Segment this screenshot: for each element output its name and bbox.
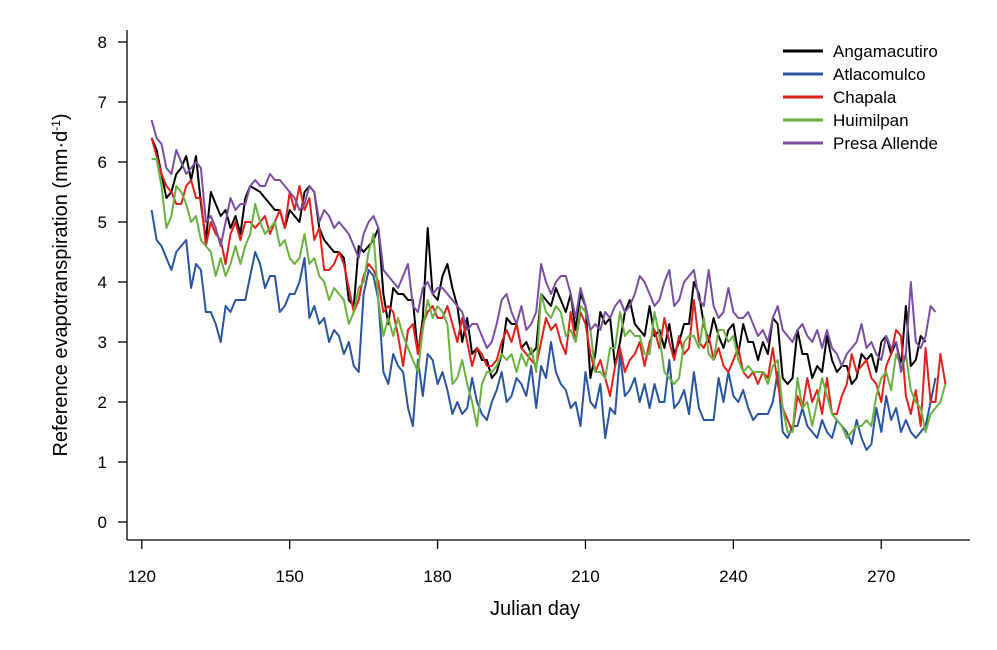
series-line-presa-allende <box>150 119 937 373</box>
y-tick-label: 7 <box>98 93 107 112</box>
y-ticks: 0 1 2 3 4 5 6 7 8 <box>98 33 127 532</box>
x-tick-label: 240 <box>719 567 747 586</box>
y-tick-label: 1 <box>98 453 107 472</box>
series-line-atlacomulco <box>150 209 937 451</box>
x-axis-label: Julian day <box>490 598 580 620</box>
y-tick-label: 5 <box>98 213 107 232</box>
legend-label: Angamacutiro <box>833 42 938 61</box>
y-axis: 0 1 2 3 4 5 6 7 8 <box>98 30 128 540</box>
legend-label: Presa Allende <box>833 134 938 153</box>
x-tick-label: 180 <box>423 567 451 586</box>
x-tick-label: 270 <box>867 567 895 586</box>
y-tick-label: 4 <box>98 273 107 292</box>
legend-label: Huimilpan <box>833 111 909 130</box>
legend: Angamacutiro Atlacomulco Chapala Huimilpan P… <box>783 42 938 153</box>
legend-label: Chapala <box>833 88 897 107</box>
y-tick-label: 6 <box>98 153 107 172</box>
series-line-chapala <box>150 137 947 433</box>
x-axis: 120 150 180 210 240 270 <box>127 539 970 586</box>
y-tick-label: 0 <box>98 513 107 532</box>
y-tick-label: 2 <box>98 393 107 412</box>
series-lines <box>150 119 947 451</box>
y-tick-label: 3 <box>98 333 107 352</box>
x-ticks: 120 150 180 210 240 270 <box>128 540 895 586</box>
x-tick-label: 120 <box>128 567 156 586</box>
series-line-huimilpan <box>151 158 947 439</box>
legend-label: Atlacomulco <box>833 65 926 84</box>
y-axis-label: Reference evapotranspiration (mm·d-1) <box>49 113 72 456</box>
x-tick-label: 210 <box>571 567 599 586</box>
y-tick-label: 8 <box>98 33 107 52</box>
x-tick-label: 150 <box>275 567 303 586</box>
